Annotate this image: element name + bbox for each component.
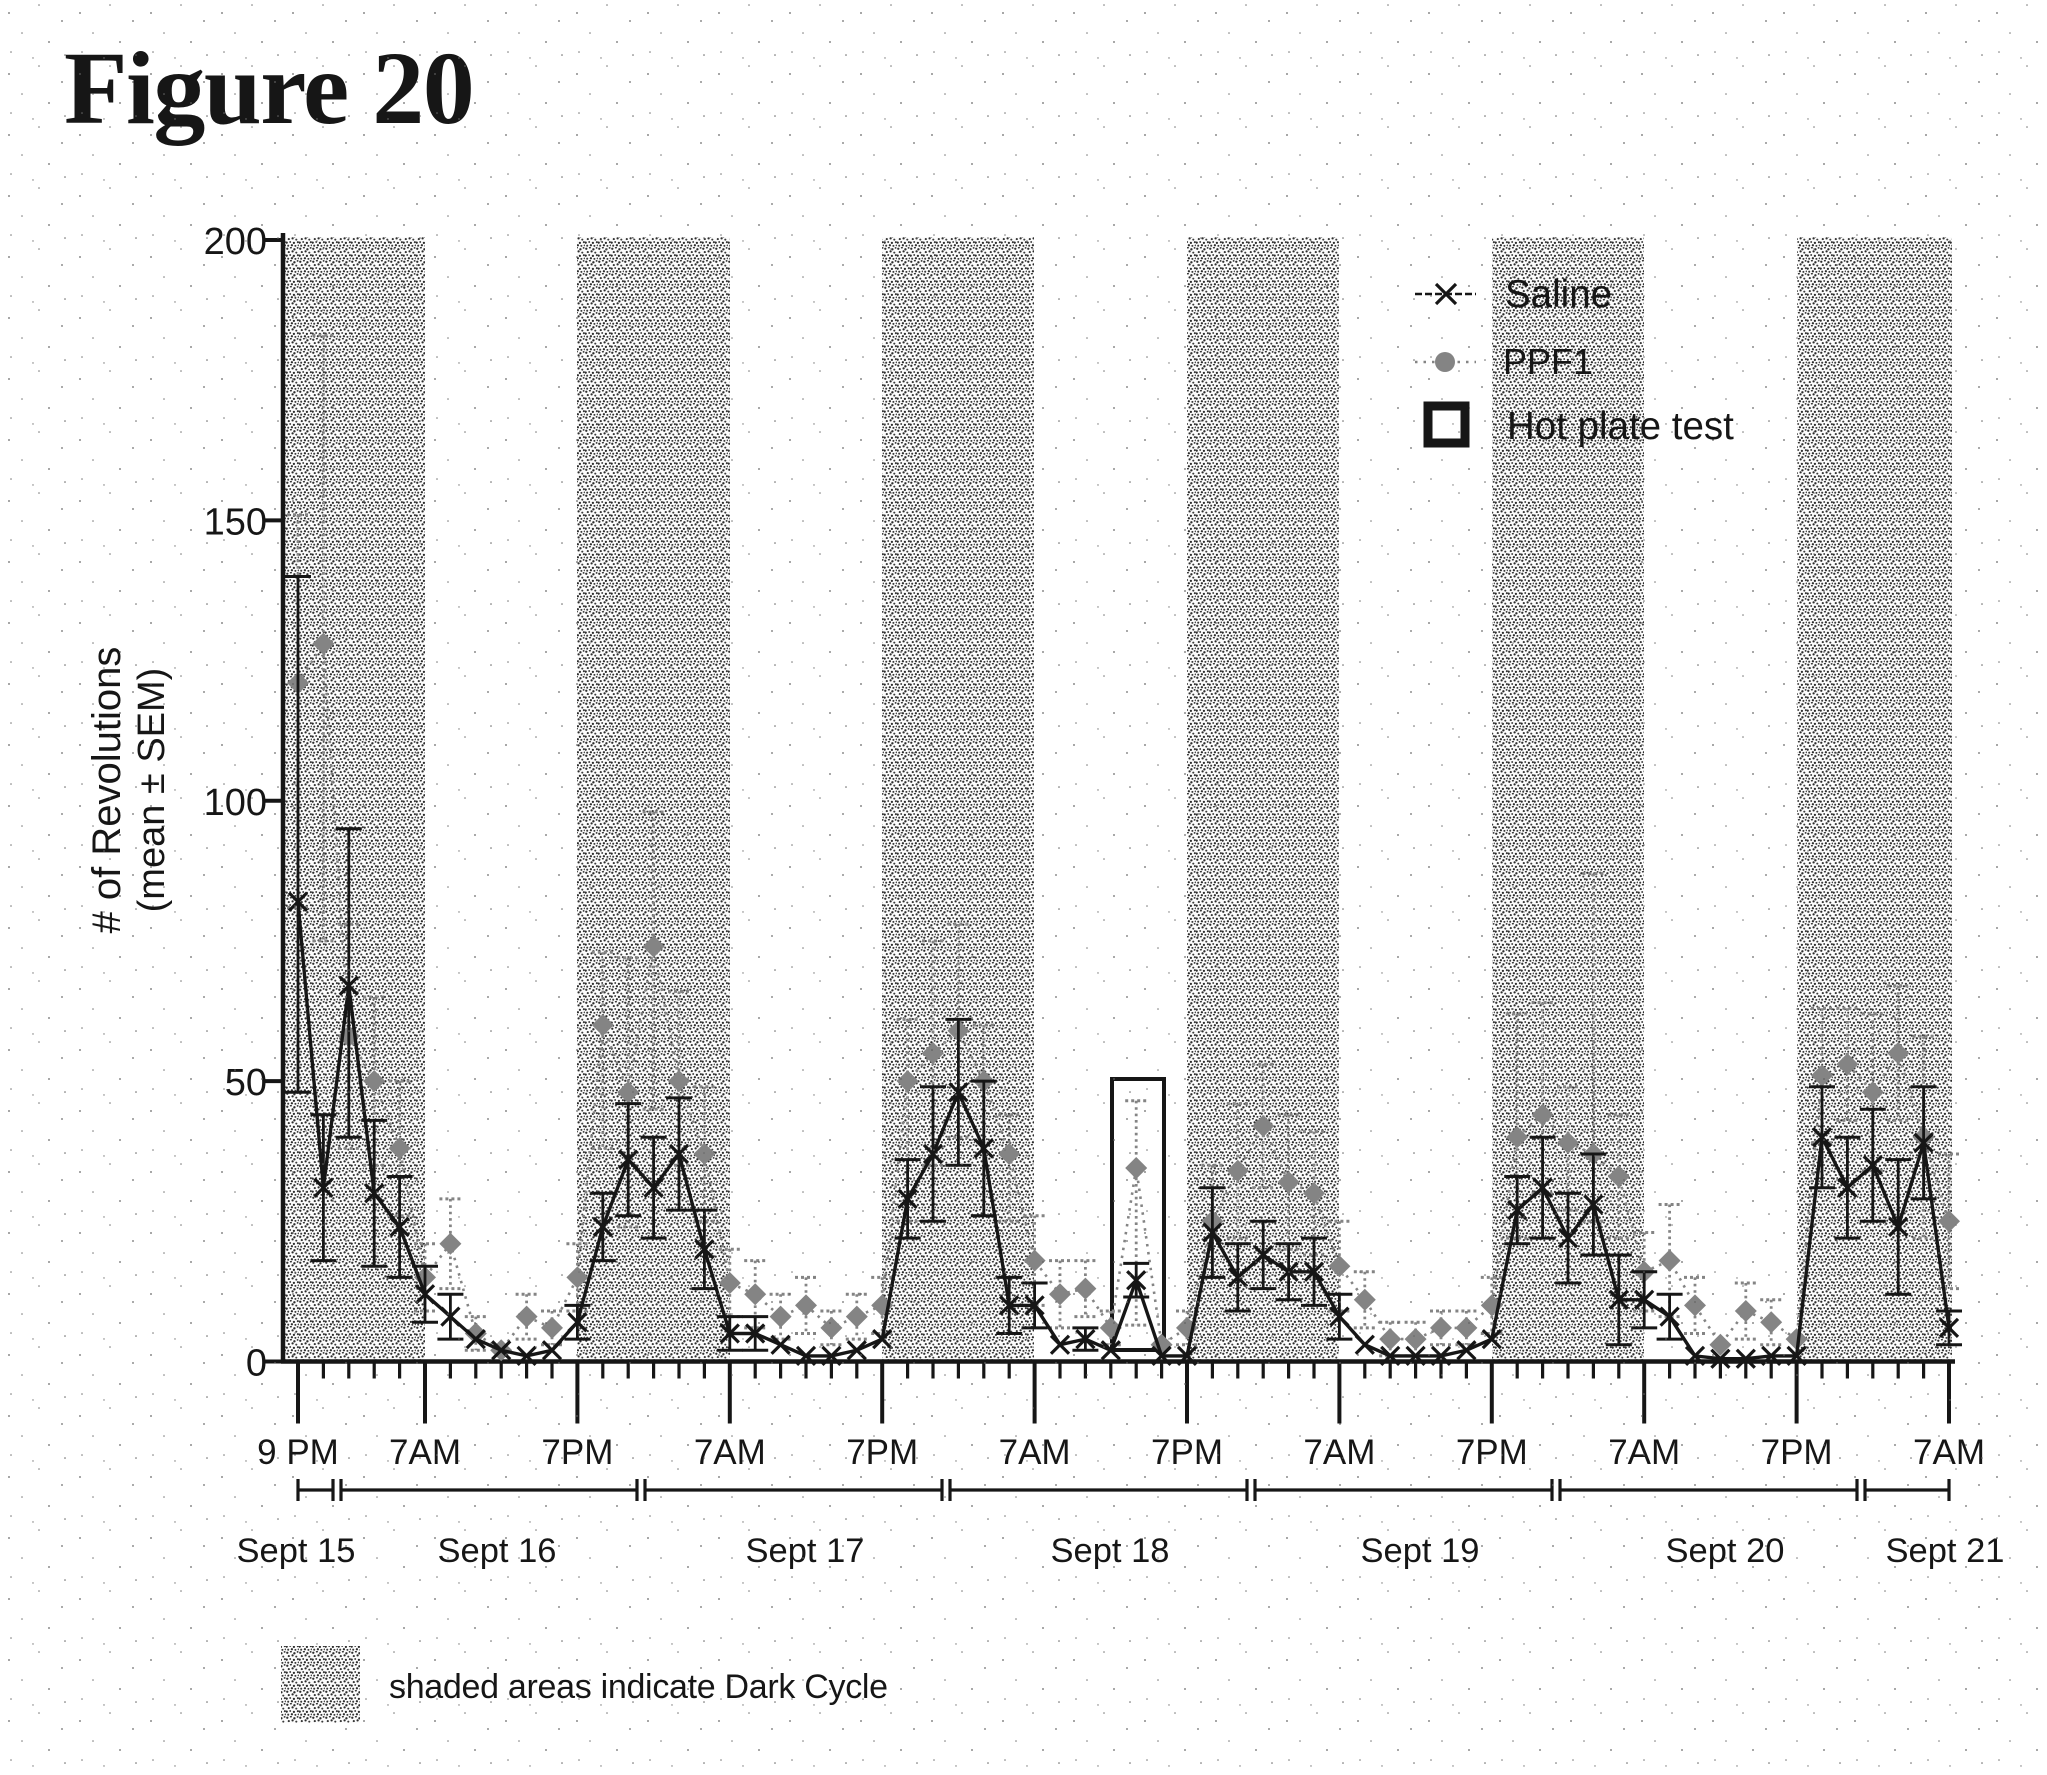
svg-text:Saline: Saline <box>1505 273 1612 316</box>
svg-text:Hot plate test: Hot plate test <box>1507 405 1734 448</box>
svg-text:shaded areas indicate Dark Cyc: shaded areas indicate Dark Cycle <box>389 1668 888 1706</box>
svg-text:PPF1: PPF1 <box>1503 341 1593 382</box>
